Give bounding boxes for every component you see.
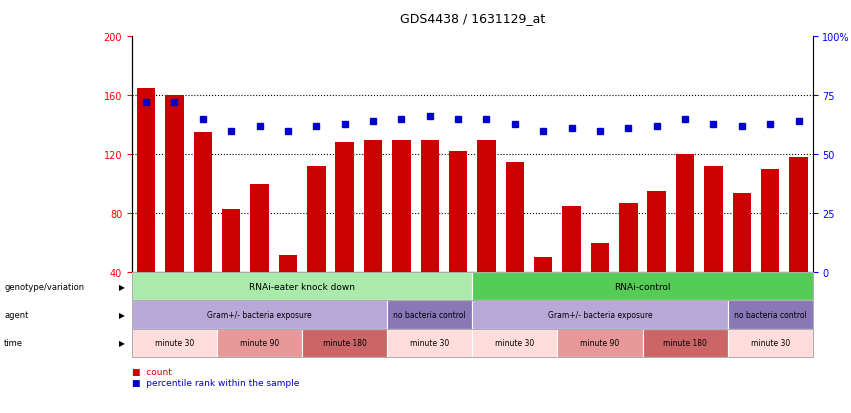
Bar <box>278 255 297 273</box>
Text: RNAi-eater knock down: RNAi-eater knock down <box>249 282 355 291</box>
Text: RNAi-control: RNAi-control <box>614 282 671 291</box>
Bar <box>364 140 382 273</box>
Bar <box>449 152 467 273</box>
Bar <box>477 140 495 273</box>
Text: minute 90: minute 90 <box>240 338 279 347</box>
Text: minute 180: minute 180 <box>323 338 367 347</box>
Bar <box>137 89 155 273</box>
Bar <box>761 170 780 273</box>
Text: agent: agent <box>4 310 29 319</box>
Text: minute 30: minute 30 <box>155 338 194 347</box>
Bar <box>704 166 722 273</box>
Bar <box>335 143 354 273</box>
Text: GDS4438 / 1631129_at: GDS4438 / 1631129_at <box>400 12 545 25</box>
Bar <box>392 140 410 273</box>
Text: genotype/variation: genotype/variation <box>4 282 84 291</box>
Text: Gram+/- bacteria exposure: Gram+/- bacteria exposure <box>548 310 652 319</box>
Text: time: time <box>4 338 23 347</box>
Bar <box>619 204 637 273</box>
Bar <box>222 209 240 273</box>
Text: minute 90: minute 90 <box>580 338 620 347</box>
Text: minute 180: minute 180 <box>663 338 707 347</box>
Bar <box>591 243 609 273</box>
Bar <box>193 133 212 273</box>
Bar <box>563 206 580 273</box>
Bar <box>420 140 439 273</box>
Bar <box>165 96 184 273</box>
Text: minute 30: minute 30 <box>751 338 790 347</box>
Text: no bacteria control: no bacteria control <box>734 310 807 319</box>
Bar <box>505 162 524 273</box>
Text: ▶: ▶ <box>119 338 124 347</box>
Text: minute 30: minute 30 <box>495 338 534 347</box>
Text: ■  count: ■ count <box>132 367 172 376</box>
Bar <box>648 192 665 273</box>
Bar <box>307 166 325 273</box>
Bar <box>790 158 808 273</box>
Bar <box>733 193 751 273</box>
Text: no bacteria control: no bacteria control <box>393 310 466 319</box>
Text: minute 30: minute 30 <box>410 338 449 347</box>
Text: Gram+/- bacteria exposure: Gram+/- bacteria exposure <box>208 310 311 319</box>
Bar <box>534 258 552 273</box>
Text: ▶: ▶ <box>119 282 124 291</box>
Bar <box>676 155 694 273</box>
Text: ■  percentile rank within the sample: ■ percentile rank within the sample <box>132 378 300 387</box>
Text: ▶: ▶ <box>119 310 124 319</box>
Bar <box>250 184 269 273</box>
